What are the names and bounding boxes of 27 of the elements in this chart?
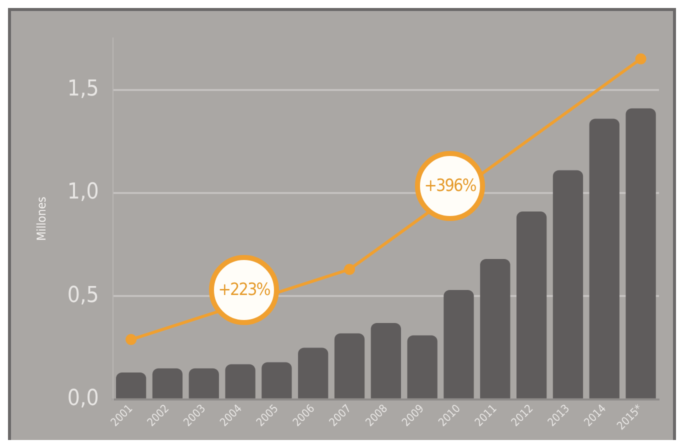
point (126, 334, 137, 346)
point (635, 53, 646, 64)
annotation: +396% (424, 176, 476, 196)
bar (407, 335, 438, 398)
bar (334, 333, 365, 398)
y-tick-label: 0,0 (67, 386, 99, 412)
bar (298, 348, 328, 398)
point (344, 264, 356, 275)
bar (626, 108, 656, 398)
bar (516, 212, 547, 398)
bar (116, 372, 146, 398)
circle-badge: +223% (209, 255, 279, 325)
y-tick-label: 0,5 (67, 282, 99, 308)
bar (188, 368, 219, 398)
y-tick-label: 1,0 (67, 180, 99, 205)
bar (370, 323, 402, 398)
circle-badge: +396% (415, 151, 485, 221)
bar (152, 368, 183, 398)
bar (444, 290, 474, 398)
y-axis-title: Millones (34, 196, 48, 241)
bar (225, 364, 256, 398)
y-tick-label: 1,5 (67, 76, 99, 102)
bar (480, 259, 510, 398)
annotation: +223% (218, 280, 270, 300)
bar (589, 118, 620, 398)
bar (262, 362, 292, 398)
bar (552, 170, 584, 398)
